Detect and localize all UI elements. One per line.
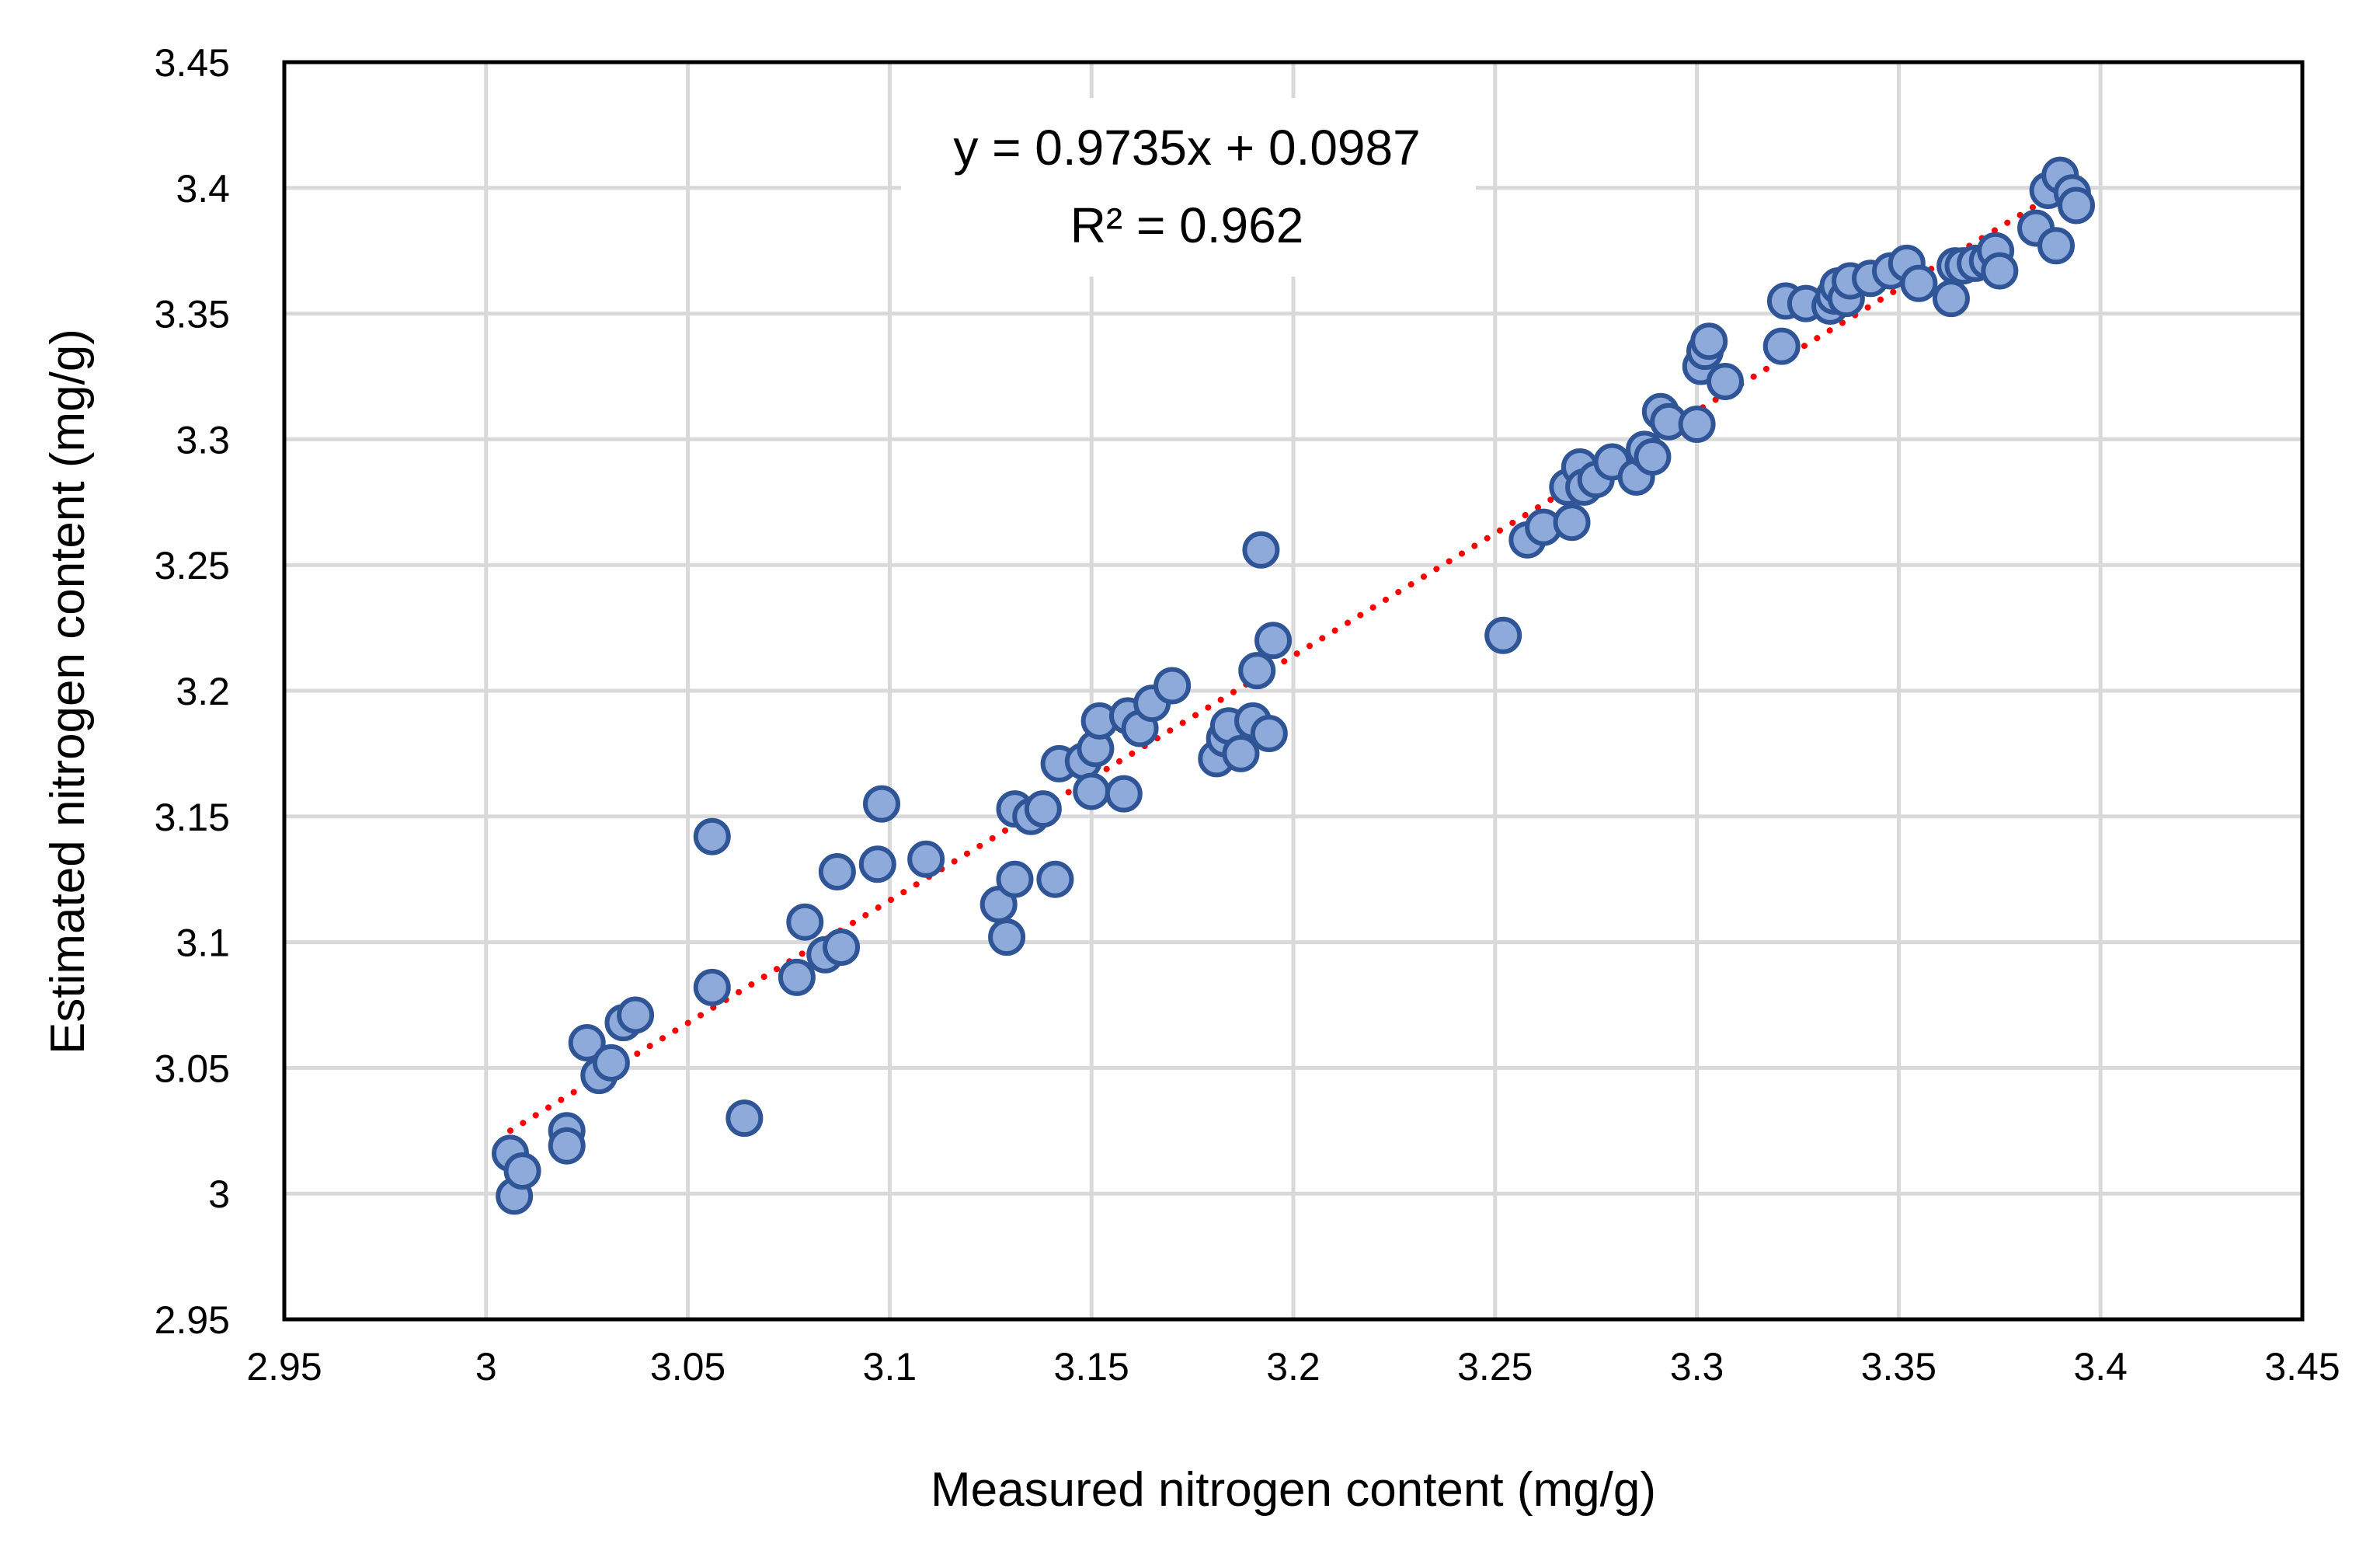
- data-point: [1706, 362, 1744, 400]
- y-tick-label: 3: [208, 1172, 230, 1216]
- data-point: [1036, 860, 1074, 898]
- data-point: [1553, 503, 1591, 542]
- x-tick-label: 2.95: [246, 1345, 322, 1388]
- data-point: [1900, 264, 1938, 302]
- data-point: [1254, 622, 1293, 660]
- x-tick-label: 3.45: [2264, 1345, 2340, 1388]
- data-point: [1105, 775, 1143, 813]
- x-tick-label: 3.35: [1861, 1345, 1936, 1388]
- data-point: [778, 958, 816, 996]
- data-point: [1242, 531, 1280, 569]
- x-tick-label: 3.25: [1457, 1345, 1533, 1388]
- x-tick-label: 3.1: [863, 1345, 917, 1388]
- data-point: [1222, 734, 1260, 772]
- data-point: [2037, 227, 2076, 265]
- data-point: [996, 860, 1034, 898]
- data-point: [1690, 322, 1728, 361]
- data-point: [693, 817, 731, 855]
- data-point: [568, 1024, 606, 1062]
- y-tick-label: 3.35: [155, 293, 230, 336]
- x-tick-label: 3: [475, 1345, 497, 1388]
- data-point: [725, 1099, 764, 1138]
- y-axis-title: Estimated nitrogen content (mg/g): [41, 329, 95, 1054]
- trendline-r-squared: R² = 0.962: [1070, 197, 1304, 253]
- data-point: [863, 785, 901, 823]
- x-axis-title: Measured nitrogen content (mg/g): [931, 1463, 1656, 1517]
- y-tick-label: 3.15: [155, 796, 230, 839]
- x-tick-label: 3.2: [1266, 1345, 1320, 1388]
- data-point: [2058, 186, 2096, 225]
- y-tick-label: 3.3: [176, 418, 230, 462]
- data-point: [786, 903, 824, 941]
- data-point: [988, 918, 1026, 956]
- data-point: [1932, 280, 1970, 318]
- x-tick-label: 3.4: [2073, 1345, 2128, 1388]
- data-point: [1634, 438, 1672, 476]
- data-points: [491, 156, 2096, 1215]
- data-point: [818, 852, 856, 890]
- y-tick-label: 2.95: [155, 1298, 230, 1342]
- equation-box: [901, 98, 1476, 277]
- x-tick-label: 3.3: [1670, 1345, 1724, 1388]
- data-point: [503, 1152, 541, 1190]
- trendline-group: [506, 177, 2080, 1134]
- data-point: [1484, 616, 1522, 654]
- y-tick-label: 3.25: [155, 544, 230, 587]
- data-point: [907, 840, 945, 878]
- data-point: [1238, 652, 1276, 690]
- data-point: [693, 968, 731, 1006]
- data-point: [1073, 772, 1111, 810]
- x-axis-tick-labels: 2.95 3 3.05 3.1 3.15 3.2 3.25 3.3 3.35 3.4 3.45: [246, 1345, 2340, 1388]
- x-tick-label: 3.05: [650, 1345, 725, 1388]
- data-point: [1250, 715, 1288, 753]
- data-point: [548, 1127, 586, 1165]
- y-tick-label: 3.2: [176, 670, 230, 713]
- y-tick-label: 3.45: [155, 41, 230, 85]
- y-tick-label: 3.1: [176, 922, 230, 965]
- y-tick-label: 3.4: [176, 167, 230, 211]
- x-tick-label: 3.15: [1054, 1345, 1129, 1388]
- plot-area-border: [282, 60, 2305, 1322]
- data-point: [858, 845, 896, 883]
- trendline-equation: y = 0.9735x + 0.0987: [953, 120, 1420, 176]
- data-point: [1024, 790, 1062, 828]
- data-point: [823, 929, 861, 967]
- data-point: [1678, 405, 1716, 443]
- y-axis-tick-labels: 2.95 3 3.05 3.1 3.15 3.2 3.25 3.3 3.35 3.4 3.45: [155, 41, 230, 1342]
- data-point: [617, 996, 655, 1034]
- data-point: [1762, 327, 1801, 365]
- trendline: [506, 177, 2080, 1134]
- data-point: [1153, 667, 1192, 705]
- data-point: [1981, 252, 2019, 290]
- data-point: [592, 1044, 630, 1082]
- y-tick-label: 3.05: [155, 1047, 230, 1090]
